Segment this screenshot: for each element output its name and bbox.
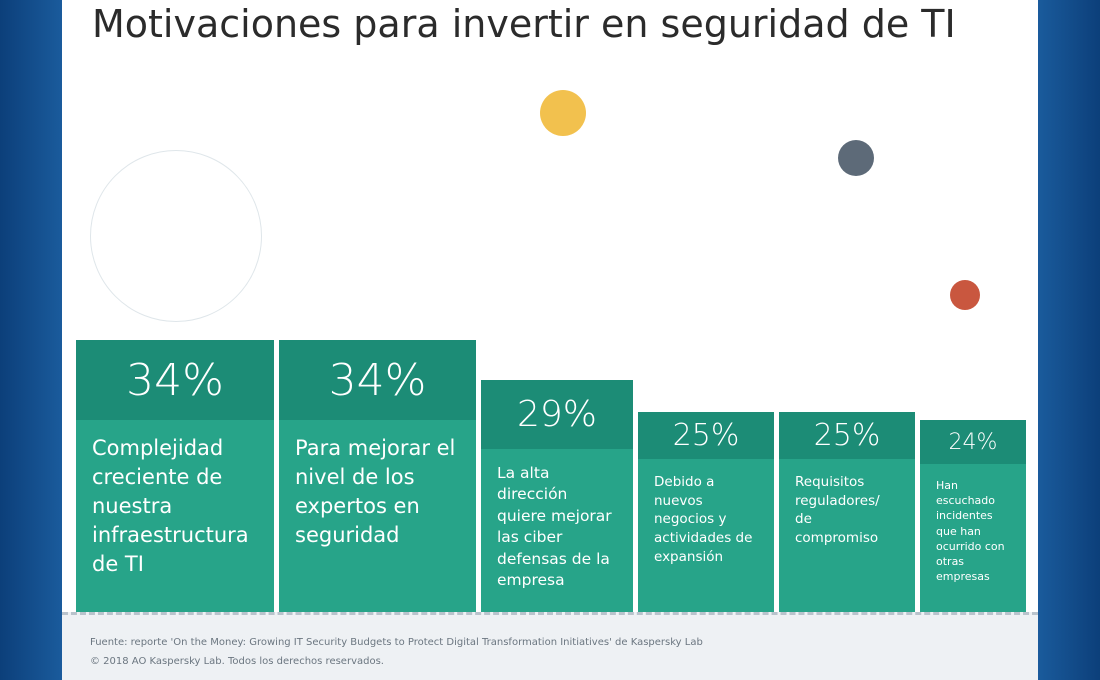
footer: Fuente: reporte 'On the Money: Growing I… (62, 612, 1038, 680)
value-label: 25% (779, 412, 915, 459)
copyright-note: © 2018 AO Kaspersky Lab. Todos los derec… (90, 656, 384, 667)
value-label: 34% (279, 340, 476, 420)
value-label: 29% (481, 380, 633, 449)
bar: 25% Requisitos reguladores/ de compromiso (779, 412, 915, 612)
decoration (90, 150, 262, 322)
bar: 34% Complejidad creciente de nuestra infr… (76, 340, 274, 612)
category-label: La alta dirección quiere mejorar las cib… (497, 464, 612, 589)
decoration (950, 280, 980, 310)
category-label: Para mejorar el nivel de los expertos en… (295, 436, 456, 547)
decoration (540, 90, 586, 136)
category-label: Requisitos reguladores/ de compromiso (795, 474, 880, 546)
category-label: Han escuchado incidentes que han ocurrid… (936, 479, 1005, 584)
decoration (838, 140, 874, 176)
chart-title: Motivaciones para invertir en seguridad … (92, 2, 956, 46)
bar: 25% Debido a nuevos negocios y actividade… (638, 412, 774, 612)
value-label: 24% (920, 420, 1026, 464)
source-note: Fuente: reporte 'On the Money: Growing I… (90, 637, 703, 648)
bar: 24% Han escuchado incidentes que han ocur… (920, 420, 1026, 612)
category-label: Debido a nuevos negocios y actividades d… (654, 474, 753, 565)
category-label: Complejidad creciente de nuestra infraes… (92, 436, 249, 576)
bar: 34% Para mejorar el nivel de los expertos… (279, 340, 476, 612)
value-label: 34% (76, 340, 274, 420)
bar: 29% La alta dirección quiere mejorar las … (481, 380, 633, 612)
value-label: 25% (638, 412, 774, 459)
